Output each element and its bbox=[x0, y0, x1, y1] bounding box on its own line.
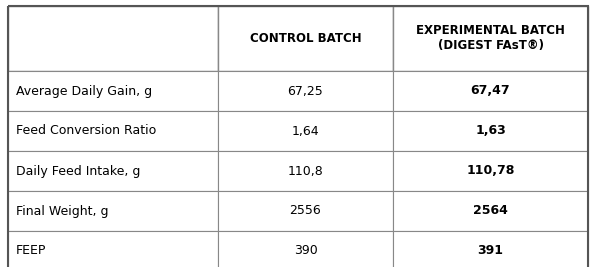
Bar bbox=[218, 111, 393, 151]
Bar bbox=[393, 231, 588, 267]
Text: Average Daily Gain, g: Average Daily Gain, g bbox=[16, 84, 152, 97]
Text: 1,63: 1,63 bbox=[475, 124, 506, 138]
Bar bbox=[393, 191, 588, 231]
Text: 2556: 2556 bbox=[290, 205, 322, 218]
Bar bbox=[218, 151, 393, 191]
Text: 110,78: 110,78 bbox=[466, 164, 515, 178]
Bar bbox=[393, 6, 588, 71]
Bar bbox=[8, 151, 218, 191]
Bar bbox=[8, 71, 218, 111]
Text: 110,8: 110,8 bbox=[287, 164, 323, 178]
Bar bbox=[218, 6, 393, 71]
Bar bbox=[8, 111, 218, 151]
Bar bbox=[8, 231, 218, 267]
Bar bbox=[218, 71, 393, 111]
Text: 390: 390 bbox=[293, 245, 317, 257]
Text: Daily Feed Intake, g: Daily Feed Intake, g bbox=[16, 164, 140, 178]
Bar bbox=[393, 71, 588, 111]
Bar bbox=[393, 111, 588, 151]
Text: FEEP: FEEP bbox=[16, 245, 46, 257]
Text: Final Weight, g: Final Weight, g bbox=[16, 205, 109, 218]
Text: 2564: 2564 bbox=[473, 205, 508, 218]
Text: EXPERIMENTAL BATCH
(DIGEST FAsT®): EXPERIMENTAL BATCH (DIGEST FAsT®) bbox=[416, 25, 565, 53]
Text: CONTROL BATCH: CONTROL BATCH bbox=[250, 32, 361, 45]
Text: 67,47: 67,47 bbox=[470, 84, 511, 97]
Bar bbox=[218, 231, 393, 267]
Text: 391: 391 bbox=[478, 245, 503, 257]
Text: Feed Conversion Ratio: Feed Conversion Ratio bbox=[16, 124, 156, 138]
Text: 67,25: 67,25 bbox=[287, 84, 323, 97]
Text: 1,64: 1,64 bbox=[292, 124, 319, 138]
Bar bbox=[218, 191, 393, 231]
Bar bbox=[8, 6, 218, 71]
Bar bbox=[8, 191, 218, 231]
Bar bbox=[393, 151, 588, 191]
